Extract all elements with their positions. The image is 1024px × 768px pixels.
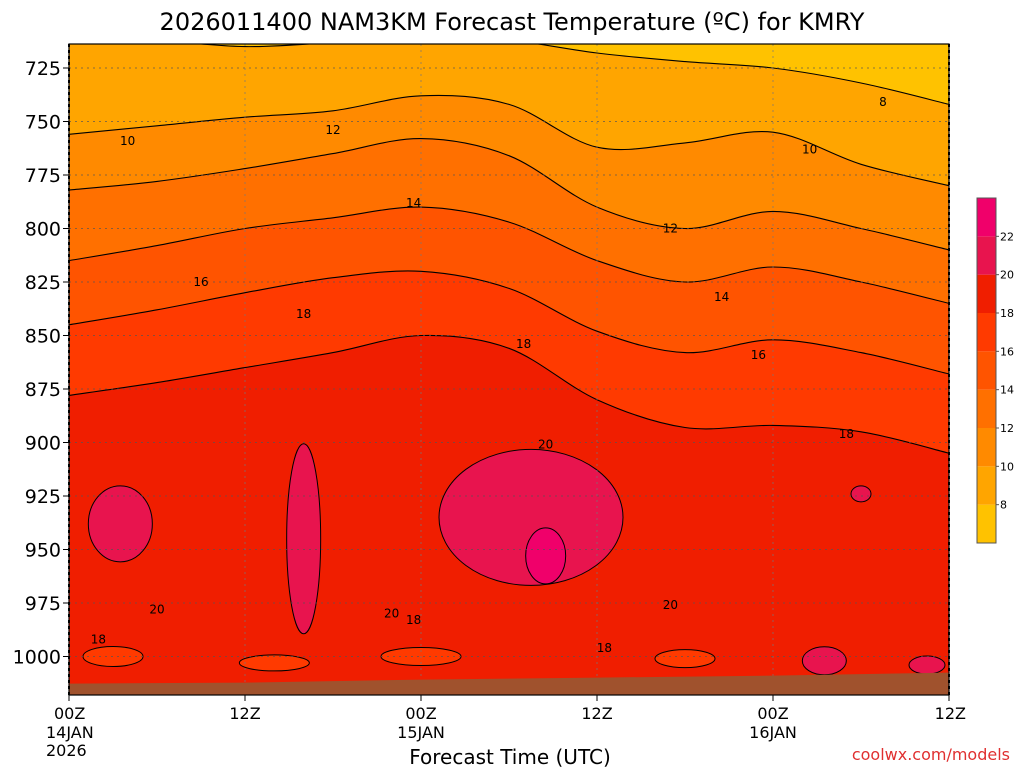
contour-label-8: 8 <box>879 95 887 109</box>
temperature-bands <box>69 44 949 695</box>
isotherm-8 <box>195 44 949 105</box>
band-14 <box>69 207 949 375</box>
hot-core <box>525 527 567 585</box>
contour-label-10: 10 <box>802 142 817 156</box>
y-tick-label: 875 <box>25 379 61 401</box>
y-tick-label: 825 <box>25 272 61 294</box>
x-tick-label: 12Z <box>229 704 260 723</box>
colorbar-frame <box>976 197 997 544</box>
band-10 <box>69 95 949 250</box>
isotherm-lines <box>69 44 949 454</box>
isotherm-18 <box>69 334 949 454</box>
chart-title: 2026011400 NAM3KM Forecast Temperature (… <box>160 8 865 36</box>
x-axis-label: Forecast Time (UTC) <box>409 745 611 768</box>
contour-label-14: 14 <box>714 290 729 304</box>
contour-label-18: 18 <box>839 427 854 441</box>
y-tick-label: 900 <box>25 433 61 455</box>
colorbar-segment <box>977 274 996 313</box>
colorbar-segment <box>977 466 996 505</box>
y-tick-label: 750 <box>25 112 61 134</box>
terrain-fill <box>69 672 949 695</box>
colorbar-segment <box>977 389 996 428</box>
watermark: coolwx.com/models <box>852 745 1010 764</box>
contour-label-18: 18 <box>91 632 106 646</box>
x-date-label: 14JAN <box>46 723 94 742</box>
x-date-label: 15JAN <box>397 723 445 742</box>
warm-cell-2 <box>286 443 322 635</box>
colorbar-label: 16 <box>1000 345 1014 358</box>
colorbar-segment <box>977 198 996 237</box>
x-tick-label: 00Z <box>405 704 436 723</box>
colorbar-label: 14 <box>1000 384 1014 397</box>
isotherm-12 <box>69 138 949 251</box>
y-tick-label: 775 <box>25 165 61 187</box>
colorbar-label: 20 <box>1000 269 1014 282</box>
y-tick-label: 850 <box>25 326 61 348</box>
band-16 <box>69 270 949 454</box>
warm-cell-4 <box>850 485 872 503</box>
y-tick-label: 725 <box>25 58 61 80</box>
colorbar-label: 10 <box>1000 460 1014 473</box>
contour-label-20: 20 <box>149 602 164 616</box>
x-tick-label: 12Z <box>581 704 612 723</box>
cool-pocket-4 <box>654 649 716 669</box>
contour-label-10: 10 <box>120 134 135 148</box>
y-tick-label: 1000 <box>13 647 61 669</box>
warm-cell-3 <box>438 448 624 586</box>
colorbar-segment <box>977 504 996 543</box>
y-tick-label: 800 <box>25 219 61 241</box>
x-tick-label: 12Z <box>935 704 966 723</box>
colorbar-segment <box>977 236 996 275</box>
x-tick-label: 00Z <box>54 704 85 723</box>
warm-cell-1 <box>87 485 153 563</box>
plot-area: 8 10 10 12 12 14 14 16 16 18 18 18 18 18 18 20 20 20 20 <box>69 44 949 695</box>
y-tick-label: 950 <box>25 540 61 562</box>
contour-label-18: 18 <box>516 337 531 351</box>
colorbar-label: 8 <box>1000 499 1007 512</box>
y-axis: 725 750 775 800 825 850 875 900 925 950 975 1000 <box>13 58 69 669</box>
band-8 <box>69 44 949 186</box>
colorbar-segment <box>977 313 996 352</box>
contour-label-18: 18 <box>597 641 612 655</box>
terrain <box>69 672 949 695</box>
contour-label-16: 16 <box>193 275 208 289</box>
cool-pocket-2 <box>238 654 310 672</box>
colorbar-label: 12 <box>1000 422 1014 435</box>
contour-label-18: 18 <box>406 613 421 627</box>
x-tick-label: 00Z <box>757 704 788 723</box>
contour-labels: 8 10 10 12 12 14 14 16 16 18 18 18 18 18 18 20 20 20 20 <box>91 95 887 655</box>
warm-cell-5 <box>801 646 847 676</box>
contour-label-18: 18 <box>296 307 311 321</box>
colorbar-segment <box>977 428 996 467</box>
contour-label-16: 16 <box>751 348 766 362</box>
gridlines <box>69 44 949 695</box>
contour-label-12: 12 <box>663 222 678 236</box>
isotherm-10 <box>69 94 949 187</box>
warm-cell-6 <box>908 655 946 675</box>
y-tick-label: 975 <box>25 593 61 615</box>
isotherm-14 <box>69 206 949 304</box>
x-date-label: 16JAN <box>749 723 797 742</box>
warm-cells <box>82 443 946 676</box>
band-below-8 <box>69 44 949 105</box>
contour-label-20: 20 <box>384 607 399 621</box>
colorbar-segment <box>977 351 996 390</box>
contour-label-14: 14 <box>406 196 421 210</box>
y-tick-label: 925 <box>25 486 61 508</box>
colorbar-label: 18 <box>1000 307 1014 320</box>
colorbar-label: 22 <box>1000 230 1014 243</box>
colorbar: 8 10 12 14 16 18 20 22 <box>976 197 1014 544</box>
isotherm-16 <box>69 270 949 375</box>
x-date-label: 2026 <box>46 741 87 760</box>
contour-label-20: 20 <box>663 598 678 612</box>
band-12 <box>69 138 949 304</box>
contour-label-12: 12 <box>325 123 340 137</box>
contour-label-20: 20 <box>538 438 553 452</box>
